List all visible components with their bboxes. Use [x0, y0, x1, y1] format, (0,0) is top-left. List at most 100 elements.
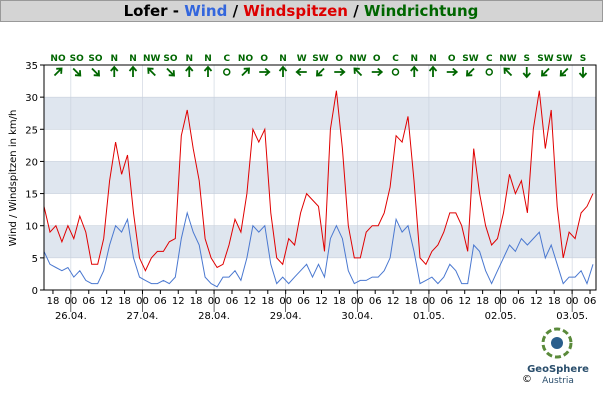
- title-part: /: [348, 2, 364, 20]
- direction-arrow: [147, 67, 156, 77]
- x-date-label: 27.04.: [127, 311, 159, 322]
- chart-title: Lofer - Wind / Windspitzen / Windrichtun…: [124, 2, 479, 20]
- x-tick-label: 18: [476, 296, 489, 307]
- direction-arrow: [128, 65, 138, 77]
- x-date-label: 30.04.: [341, 311, 373, 322]
- direction-arrow: [428, 65, 438, 77]
- direction-arrow: [166, 67, 176, 77]
- direction-label: O: [260, 54, 268, 64]
- direction-arrow: [446, 67, 459, 77]
- direction-calm: [391, 68, 400, 76]
- logo-text: Austria: [542, 376, 574, 386]
- logo-icon: [541, 327, 573, 359]
- x-tick-label: 18: [405, 296, 418, 307]
- x-tick-label: 06: [82, 296, 95, 307]
- direction-label: W: [297, 54, 307, 64]
- y-tick-label: 30: [25, 93, 38, 104]
- direction-label: N: [204, 54, 212, 64]
- x-tick-label: 06: [584, 296, 597, 307]
- direction-label: NO: [238, 54, 254, 64]
- direction-label: C: [392, 54, 399, 64]
- direction-label: SO: [88, 54, 102, 64]
- x-date-label: 28.04.: [198, 311, 230, 322]
- direction-label: O: [448, 54, 456, 64]
- direction-calm: [485, 68, 493, 76]
- direction-label: N: [185, 54, 193, 64]
- grid-band: [44, 161, 596, 194]
- x-tick-label: 12: [315, 296, 328, 307]
- x-tick-label: 06: [154, 296, 167, 307]
- x-tick-label: 12: [172, 296, 185, 307]
- series-line: [43, 90, 594, 272]
- direction-arrow: [559, 67, 569, 77]
- direction-arrow: [91, 67, 101, 77]
- y-axis-label: Wind / Windspitzen in km/h: [8, 110, 19, 247]
- direction-label: N: [110, 54, 118, 64]
- grid-band: [44, 225, 596, 258]
- direction-arrow: [315, 67, 325, 77]
- direction-arrow: [259, 67, 271, 77]
- direction-label: N: [410, 54, 418, 64]
- direction-label: NW: [499, 54, 517, 64]
- direction-label: C: [486, 54, 493, 64]
- direction-arrow: [465, 67, 475, 77]
- x-tick-label: 06: [512, 296, 525, 307]
- direction-calm: [223, 68, 231, 76]
- x-tick-label: 06: [297, 296, 310, 307]
- title-part: Windspitzen: [243, 2, 348, 20]
- direction-arrow: [578, 67, 588, 79]
- direction-label: SW: [537, 54, 553, 64]
- x-tick-label: 18: [548, 296, 561, 307]
- x-tick-label: 18: [261, 296, 274, 307]
- direction-label: SW: [462, 54, 478, 64]
- title-part: Windrichtung: [364, 2, 478, 20]
- direction-label: O: [373, 54, 381, 64]
- direction-label: N: [279, 54, 287, 64]
- x-tick-label: 06: [226, 296, 239, 307]
- x-date-label: 26.04.: [55, 311, 87, 322]
- x-tick-label: 12: [530, 296, 543, 307]
- direction-arrow: [410, 65, 419, 77]
- direction-label: SO: [70, 54, 84, 64]
- direction-arrow: [72, 67, 82, 77]
- y-tick-label: 20: [25, 157, 38, 168]
- logo-icon: [551, 337, 563, 349]
- y-tick-label: 35: [25, 61, 38, 72]
- direction-label: NO: [50, 54, 66, 64]
- direction-label: S: [524, 54, 530, 64]
- copyright: ©: [522, 374, 532, 385]
- series-line: [43, 210, 594, 288]
- direction-arrow: [503, 67, 513, 77]
- direction-arrow: [295, 67, 307, 77]
- x-tick-label: 12: [458, 296, 471, 307]
- x-tick-label: 18: [190, 296, 203, 307]
- direction-arrow: [53, 67, 63, 77]
- direction-arrow: [522, 67, 531, 79]
- x-tick-label: 18: [333, 296, 346, 307]
- x-tick-label: 18: [47, 296, 60, 307]
- y-tick-label: 0: [32, 286, 38, 297]
- direction-label: N: [429, 54, 437, 64]
- direction-arrow: [353, 67, 363, 77]
- title-part: /: [227, 2, 243, 20]
- x-date-label: 02.05.: [485, 311, 517, 322]
- direction-arrow: [185, 65, 194, 77]
- y-tick-label: 25: [25, 125, 38, 136]
- x-tick-label: 12: [244, 296, 257, 307]
- direction-arrow: [334, 67, 346, 77]
- direction-label: SO: [163, 54, 177, 64]
- logo-text: GeoSphere: [527, 364, 589, 375]
- direction-label: S: [580, 54, 586, 64]
- direction-label: N: [129, 54, 137, 64]
- y-tick-label: 10: [25, 222, 38, 233]
- grid-band: [44, 97, 596, 130]
- plot-frame: [43, 64, 597, 291]
- logo: GeoSphere Austria ©: [522, 327, 589, 386]
- direction-arrow: [540, 67, 550, 77]
- direction-arrow: [371, 67, 384, 77]
- x-tick-label: 12: [100, 296, 113, 307]
- x-date-label: 29.04.: [270, 311, 302, 322]
- x-tick-label: 18: [118, 296, 131, 307]
